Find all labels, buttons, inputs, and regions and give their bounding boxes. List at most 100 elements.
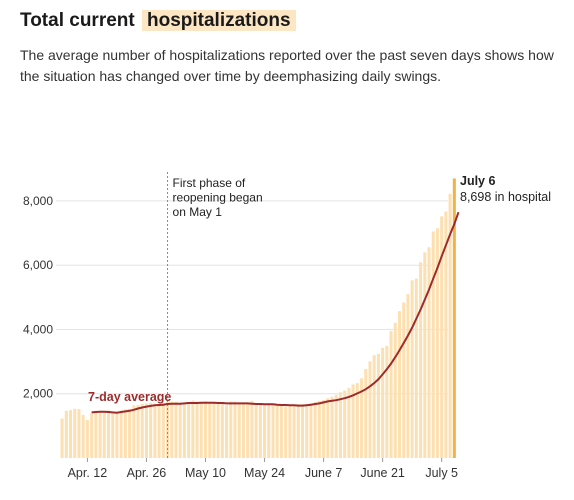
bar (166, 402, 170, 458)
chart-subtitle: The average number of hospitalizations r… (20, 47, 554, 84)
seven-day-average-line (91, 211, 460, 414)
bar (427, 247, 431, 458)
seven-day-average-label: 7-day average (88, 390, 171, 404)
bar (241, 403, 245, 458)
reopening-annotation-line-3: on May 1 (173, 205, 223, 219)
bar (90, 413, 94, 458)
bar (136, 404, 140, 458)
bar (258, 404, 262, 458)
bar (144, 403, 148, 458)
bar (355, 383, 359, 458)
bar (364, 368, 368, 458)
daily-bars (60, 178, 456, 458)
bar (132, 405, 136, 458)
bar (216, 402, 220, 458)
bar (174, 401, 178, 458)
y-tick-label: 8,000 (23, 194, 53, 208)
bar (393, 322, 397, 458)
bar (368, 361, 372, 458)
bar (397, 311, 402, 458)
bar (376, 353, 380, 458)
title-highlight: hospitalizations (142, 10, 296, 31)
bar (250, 400, 254, 458)
bar (195, 401, 199, 458)
bar (182, 403, 186, 458)
bar (360, 378, 364, 458)
latest-value-annotation: July 6 8,698 in hospital (460, 174, 551, 204)
bar (389, 331, 393, 458)
bar (203, 401, 208, 458)
bar (69, 410, 73, 458)
bar (322, 400, 326, 458)
bar (275, 405, 279, 458)
bar (406, 294, 410, 458)
bar (267, 403, 271, 458)
bar (220, 404, 224, 458)
bar (187, 402, 191, 458)
bar (271, 403, 275, 458)
bar (123, 409, 127, 458)
y-tick-label: 6,000 (23, 258, 53, 272)
x-tick-label: June 21 (360, 466, 405, 480)
bar (313, 402, 317, 458)
title-prefix: Total current (20, 10, 135, 31)
bar (423, 252, 427, 458)
y-tick-label: 2,000 (23, 387, 53, 401)
bar (372, 355, 376, 458)
bar (237, 403, 241, 458)
bar (292, 405, 296, 458)
bar (199, 401, 203, 458)
bar (85, 420, 89, 458)
bar (191, 400, 195, 458)
bar (81, 414, 85, 458)
bar (402, 302, 406, 458)
bar (296, 404, 300, 458)
x-tick-label: May 24 (244, 466, 285, 480)
y-tick-label: 4,000 (23, 322, 53, 336)
bar (115, 412, 119, 458)
bar (347, 387, 351, 458)
bar (208, 402, 212, 458)
bar (170, 401, 174, 458)
bar (94, 411, 98, 458)
y-axis-ticks: 2,000 4,000 6,000 8,000 (23, 194, 53, 401)
reopening-annotation-line-2: reopening began (173, 191, 263, 205)
bar (102, 411, 106, 458)
bar (77, 409, 81, 458)
bar (153, 403, 157, 458)
x-tick-label: Apr. 12 (68, 466, 108, 480)
bar (385, 345, 389, 458)
x-tick-label: June 7 (305, 466, 343, 480)
bar (444, 211, 448, 458)
bar (128, 408, 132, 458)
bar (431, 231, 435, 458)
bar (305, 403, 309, 458)
bar (225, 405, 229, 458)
x-tick-label: July 5 (425, 466, 458, 480)
bar (178, 402, 182, 458)
bar (60, 418, 64, 458)
bar (334, 394, 338, 458)
bar (157, 404, 161, 458)
bar (161, 403, 165, 458)
bar (343, 390, 347, 458)
bar (64, 410, 68, 458)
bar (448, 193, 452, 458)
x-tick-label: May 10 (185, 466, 226, 480)
latest-bar (452, 178, 456, 458)
bar (111, 413, 115, 458)
bar (284, 406, 288, 458)
bar (326, 398, 330, 458)
bar (106, 410, 111, 458)
x-axis-ticks: Apr. 12 Apr. 26 May 10 May 24 June 7 June 21 J… (68, 458, 458, 480)
bar (419, 262, 423, 458)
bar (435, 228, 439, 458)
bar (149, 402, 153, 458)
bar (140, 404, 144, 458)
bar (300, 404, 305, 458)
x-tick-label: Apr. 26 (127, 466, 167, 480)
bar (263, 403, 267, 458)
bar (73, 408, 77, 458)
bar (317, 400, 321, 458)
bar (212, 403, 216, 458)
